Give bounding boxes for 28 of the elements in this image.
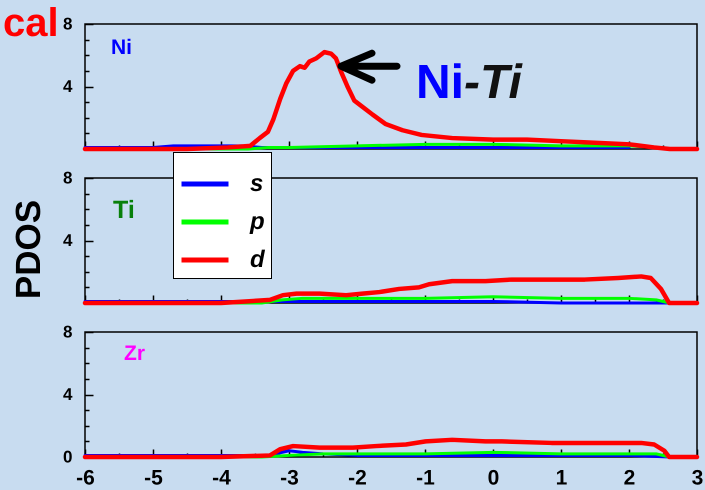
y-tick-label: 0 [63, 448, 72, 466]
annotation: Ni-Ti [416, 56, 524, 109]
legend-label: d [250, 246, 266, 273]
y-tick-label: 8 [63, 14, 72, 34]
text: cal [3, 1, 59, 45]
x-tick-label: -5 [144, 466, 164, 490]
x-tick-label: -3 [280, 466, 299, 490]
x-tick-label: -4 [212, 466, 232, 490]
x-tick-label: 2 [624, 466, 636, 490]
x-tick-label: -6 [76, 466, 95, 490]
chart-title: Zr [124, 342, 145, 365]
x-tick-label: 3 [692, 466, 704, 490]
y-tick-label: 8 [63, 168, 72, 188]
x-tick-label: 0 [488, 466, 500, 490]
line-series [82, 438, 700, 460]
y-tick-label: 8 [63, 322, 72, 342]
x-tick-label: -1 [416, 466, 436, 490]
x-tick-label: 1 [556, 466, 568, 490]
y-tick-label: 4 [63, 385, 74, 404]
legend-label: s [250, 170, 264, 197]
text: Ti [113, 196, 135, 224]
y-tick-label: 4 [63, 231, 74, 250]
line-series [82, 274, 700, 306]
x-tick-label: -2 [348, 466, 367, 490]
text: Ni [111, 36, 132, 59]
y-tick-label: 4 [63, 77, 74, 96]
legend-label: p [249, 208, 265, 235]
y-axis-title: PDOS [9, 200, 48, 300]
